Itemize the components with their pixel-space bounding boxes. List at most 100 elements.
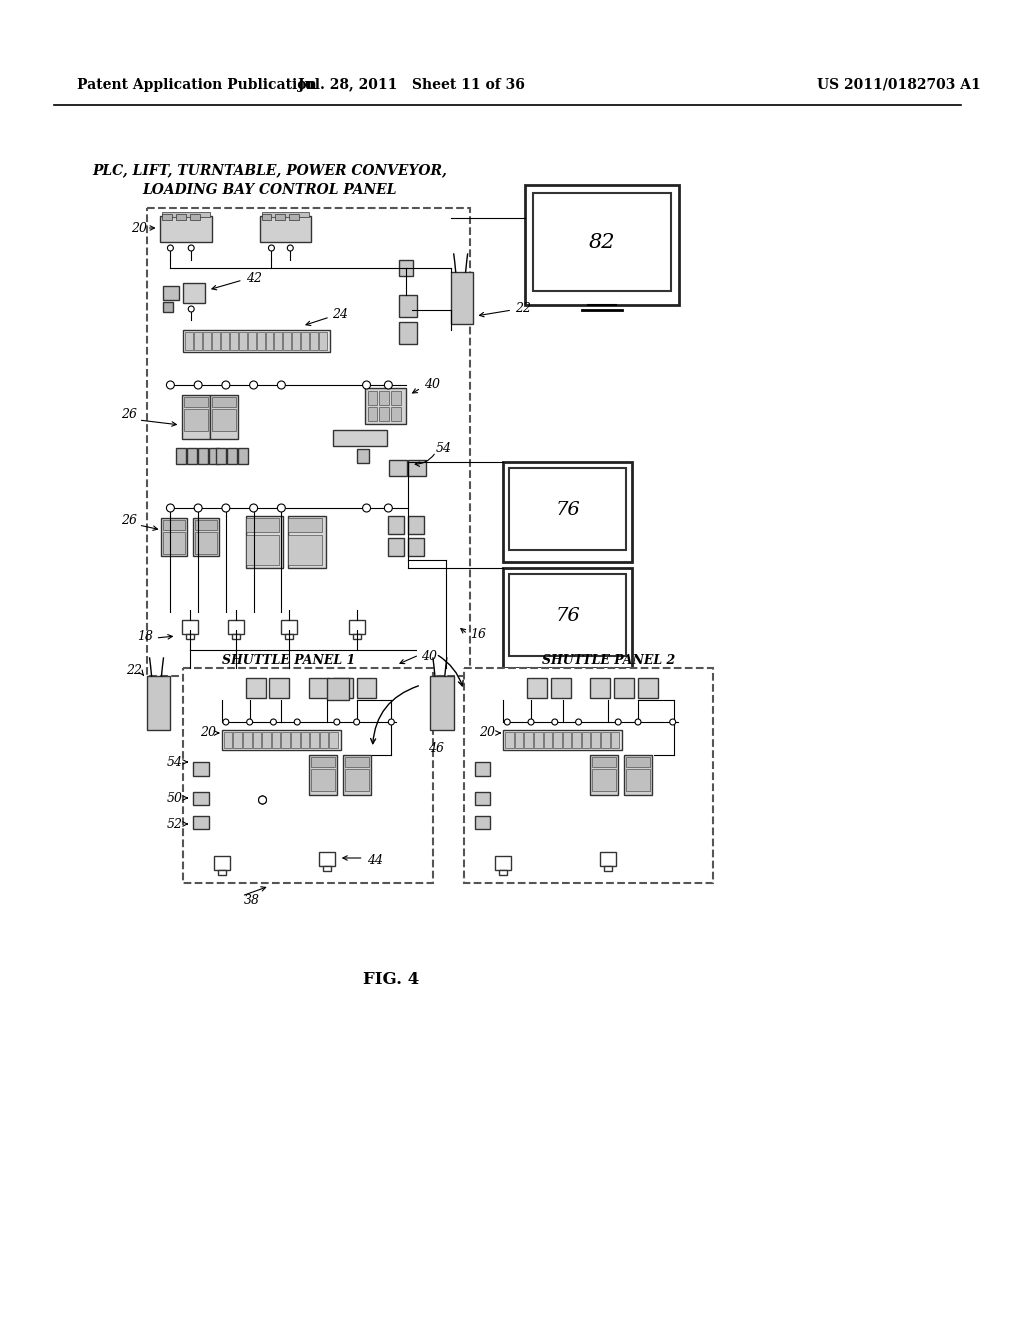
Bar xyxy=(262,733,270,748)
Circle shape xyxy=(268,246,274,251)
Bar xyxy=(183,282,205,304)
Bar xyxy=(509,469,626,550)
Bar xyxy=(496,855,511,870)
Bar xyxy=(146,209,470,676)
Bar xyxy=(261,214,271,220)
Bar xyxy=(593,770,616,791)
Bar xyxy=(282,733,290,748)
Text: 44: 44 xyxy=(367,854,383,866)
Bar xyxy=(218,870,226,875)
Bar xyxy=(176,447,186,465)
Circle shape xyxy=(288,246,293,251)
Bar xyxy=(524,733,534,748)
Bar xyxy=(292,333,300,350)
Bar xyxy=(380,391,389,405)
Circle shape xyxy=(362,504,371,512)
Text: 42: 42 xyxy=(246,272,262,285)
Bar xyxy=(183,668,433,883)
Bar xyxy=(228,620,244,634)
Text: 52: 52 xyxy=(166,817,182,830)
Bar xyxy=(275,214,286,220)
Bar xyxy=(196,520,217,531)
Bar xyxy=(185,333,194,350)
Bar xyxy=(286,634,293,639)
Text: 40: 40 xyxy=(424,379,440,392)
Bar xyxy=(368,407,378,421)
Bar xyxy=(233,733,242,748)
Bar xyxy=(229,333,238,350)
Circle shape xyxy=(670,719,676,725)
Bar xyxy=(309,678,329,698)
Bar xyxy=(212,397,236,407)
Bar xyxy=(409,516,424,535)
Bar xyxy=(582,733,591,748)
Bar xyxy=(525,185,679,305)
Bar xyxy=(345,770,369,791)
Bar xyxy=(265,333,273,350)
Bar xyxy=(164,286,179,300)
Bar xyxy=(187,447,198,465)
Text: 40: 40 xyxy=(421,651,437,664)
Bar xyxy=(259,216,311,242)
Bar xyxy=(319,733,329,748)
Bar xyxy=(271,733,281,748)
Circle shape xyxy=(188,306,195,312)
Bar xyxy=(196,532,217,554)
Bar xyxy=(194,792,209,805)
Bar xyxy=(509,574,626,656)
Bar xyxy=(214,855,229,870)
Bar xyxy=(626,756,650,767)
Circle shape xyxy=(334,719,340,725)
Text: 20: 20 xyxy=(200,726,216,739)
Bar xyxy=(176,214,186,220)
Text: 20: 20 xyxy=(131,222,146,235)
Text: 16: 16 xyxy=(471,627,486,640)
Bar xyxy=(534,733,543,748)
Circle shape xyxy=(294,719,300,725)
Bar xyxy=(190,214,200,220)
Bar xyxy=(194,517,219,556)
Text: SHUTTLE PANEL 1: SHUTTLE PANEL 1 xyxy=(221,653,355,667)
Circle shape xyxy=(278,381,286,389)
Bar xyxy=(310,333,318,350)
Bar xyxy=(391,407,401,421)
Bar xyxy=(333,430,387,446)
Circle shape xyxy=(384,381,392,389)
Text: 50: 50 xyxy=(166,792,182,804)
Bar xyxy=(389,459,408,477)
Bar xyxy=(210,395,238,440)
Bar xyxy=(349,620,365,634)
Bar xyxy=(464,668,714,883)
Bar xyxy=(163,214,172,220)
Bar xyxy=(227,447,237,465)
Text: 20: 20 xyxy=(479,726,496,739)
Bar xyxy=(319,333,327,350)
Bar xyxy=(343,755,371,795)
Text: 22: 22 xyxy=(515,301,531,314)
Bar xyxy=(184,397,208,407)
Bar xyxy=(534,193,671,290)
Bar xyxy=(246,535,280,565)
Bar xyxy=(222,730,341,750)
Bar xyxy=(203,333,211,350)
Bar xyxy=(290,214,299,220)
Text: 22: 22 xyxy=(126,664,141,677)
Circle shape xyxy=(615,719,622,725)
Bar xyxy=(239,333,247,350)
Bar xyxy=(300,733,309,748)
Bar xyxy=(591,678,610,698)
Bar xyxy=(592,733,600,748)
Bar xyxy=(614,678,634,698)
Bar xyxy=(365,388,407,424)
Bar xyxy=(474,792,490,805)
Bar xyxy=(527,678,547,698)
Circle shape xyxy=(222,381,229,389)
Bar xyxy=(503,568,632,668)
Circle shape xyxy=(222,504,229,512)
Circle shape xyxy=(250,381,258,389)
Bar xyxy=(430,676,454,730)
Bar xyxy=(289,516,326,568)
Text: FIG. 4: FIG. 4 xyxy=(364,972,420,989)
Circle shape xyxy=(575,719,582,725)
Bar xyxy=(309,755,337,795)
